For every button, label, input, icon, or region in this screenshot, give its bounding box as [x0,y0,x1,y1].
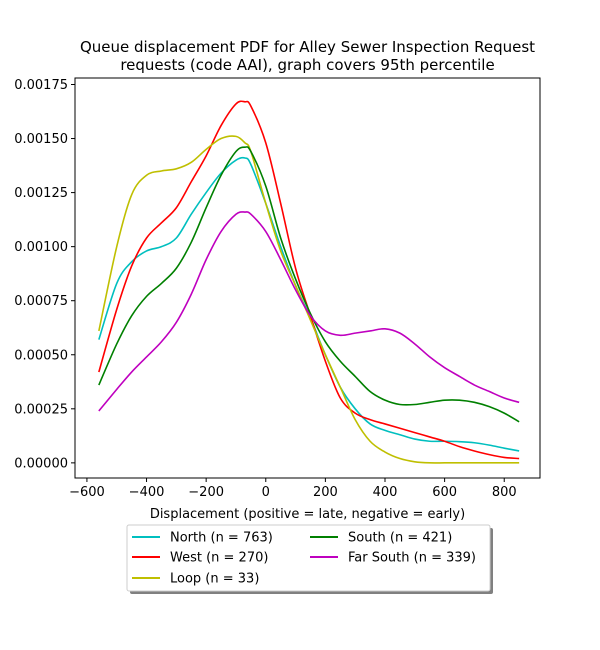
x-tick-label: 800 [492,485,517,500]
plot-area [98,100,520,464]
x-tick-label: −200 [188,485,224,500]
axes-frame [74,77,541,479]
y-tick-label: 0.00175 [14,78,68,93]
y-axis: 0.00000 0.00025 0.00050 0.00075 0.00100 0.001… [14,78,75,471]
x-tick-label: −600 [69,485,105,500]
x-tick-label: 0 [262,485,270,500]
series-line [98,211,520,412]
chart-title-line: Queue displacement PDF for Alley Sewer I… [80,38,535,56]
legend-item: Far South (n = 339) [310,551,476,566]
series-line [98,156,520,452]
chart-title-line: requests (code AAI), graph covers 95th p… [120,56,494,74]
y-tick-label: 0.00000 [14,456,68,471]
legend-item: South (n = 421) [310,531,452,546]
y-tick-label: 0.00125 [14,186,68,201]
y-tick-label: 0.00025 [14,402,68,417]
x-tick-label: 200 [313,485,338,500]
legend-label: South (n = 421) [348,531,452,546]
chart-title: Queue displacement PDF for Alley Sewer I… [80,38,535,74]
y-tick-label: 0.00075 [14,294,68,309]
legend: North (n = 763) West (n = 270) Loop (n = 3… [126,524,493,594]
legend-item: North (n = 763) [132,531,273,546]
x-tick-label: 600 [432,485,457,500]
legend-label: Loop (n = 33) [170,572,259,587]
x-axis: −600 −400 −200 0 200 400 600 800 [69,478,517,500]
legend-label: North (n = 763) [170,531,273,546]
legend-box [126,524,491,592]
series-line [98,135,520,464]
legend-item: West (n = 270) [132,551,268,566]
legend-label: West (n = 270) [170,551,268,566]
legend-item: Loop (n = 33) [132,572,259,587]
x-tick-label: −400 [129,485,165,500]
series-line [98,100,520,460]
x-axis-label: Displacement (positive = late, negative … [150,507,465,522]
legend-label: Far South (n = 339) [348,551,476,566]
x-tick-label: 400 [373,485,398,500]
series-line [98,146,520,423]
y-tick-label: 0.00100 [14,240,68,255]
y-tick-label: 0.00050 [14,348,68,363]
y-tick-label: 0.00150 [14,132,68,147]
